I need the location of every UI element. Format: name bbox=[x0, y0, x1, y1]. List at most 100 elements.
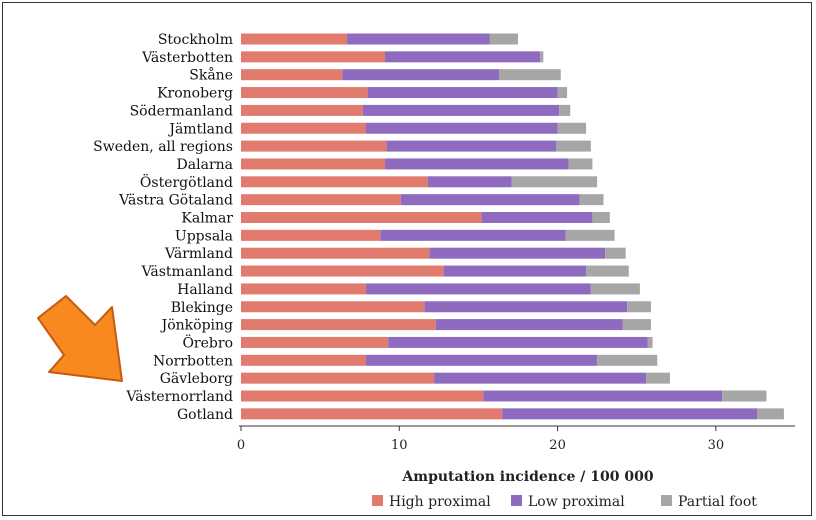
bar-stockholm-high-proximal bbox=[241, 33, 348, 45]
bar-varmland-high-proximal bbox=[241, 247, 430, 259]
category-label-sodermanland: Södermanland bbox=[130, 103, 233, 119]
bar-jamtland-high-proximal bbox=[241, 122, 367, 134]
bar-gavleborg-high-proximal bbox=[241, 372, 435, 384]
bar-vastmanland-high-proximal bbox=[241, 265, 444, 277]
bar-blekinge-high-proximal bbox=[241, 301, 425, 313]
bar-sodermanland-high-proximal bbox=[241, 104, 363, 116]
category-label-jamtland: Jämtland bbox=[167, 121, 233, 137]
bar-halland-low-proximal bbox=[366, 283, 591, 295]
bar-vastra-gotaland-high-proximal bbox=[241, 194, 401, 206]
bar-ostergotland-partial-foot bbox=[511, 176, 598, 188]
bar-jamtland-partial-foot bbox=[557, 122, 587, 134]
bar-blekinge-partial-foot bbox=[627, 301, 651, 313]
bar-varmland-partial-foot bbox=[605, 247, 626, 259]
bar-orebro-low-proximal bbox=[388, 336, 648, 348]
legend-swatch-high-proximal bbox=[372, 495, 383, 506]
legend-label-high-proximal: High proximal bbox=[389, 494, 491, 510]
bar-uppsala-partial-foot bbox=[565, 229, 615, 241]
bar-uppsala-high-proximal bbox=[241, 229, 381, 241]
category-label-kalmar: Kalmar bbox=[181, 211, 233, 227]
bar-kalmar-partial-foot bbox=[592, 212, 610, 223]
legend-swatch-low-proximal bbox=[511, 495, 522, 506]
bar-vastmanland-low-proximal bbox=[443, 265, 587, 277]
bar-norrbotten-low-proximal bbox=[366, 354, 598, 366]
category-label-vasternorrland: Västernorrland bbox=[125, 389, 233, 405]
category-label-gotland: Gotland bbox=[177, 407, 233, 423]
bar-orebro-high-proximal bbox=[241, 336, 389, 348]
legend: High proximal Low proximal Partial foot bbox=[372, 494, 757, 510]
category-label-skane: Skåne bbox=[189, 67, 233, 84]
category-label-orebro: Örebro bbox=[182, 333, 233, 351]
bar-uppsala-low-proximal bbox=[380, 229, 566, 241]
category-label-vasterbotten: Västerbotten bbox=[141, 50, 233, 66]
category-label-norrbotten: Norrbotten bbox=[153, 353, 233, 369]
bar-kronoberg-high-proximal bbox=[241, 87, 368, 99]
bar-jonkoping-partial-foot bbox=[622, 319, 651, 331]
category-label-dalarna: Dalarna bbox=[177, 157, 233, 173]
x-axis: 0 10 20 30 bbox=[237, 425, 795, 453]
bar-gotland-high-proximal bbox=[241, 408, 503, 420]
bar-vastra-gotaland-partial-foot bbox=[579, 194, 604, 206]
bar-sweden-all-regions-partial-foot bbox=[555, 140, 591, 152]
category-label-gavleborg: Gävleborg bbox=[160, 371, 233, 387]
category-label-halland: Halland bbox=[177, 282, 233, 298]
bar-orebro-partial-foot bbox=[647, 336, 653, 348]
bar-gotland-low-proximal bbox=[502, 408, 758, 420]
bar-sodermanland-partial-foot bbox=[559, 104, 571, 116]
bar-stockholm-low-proximal bbox=[347, 33, 490, 45]
bar-skane-high-proximal bbox=[241, 69, 343, 81]
bar-dalarna-low-proximal bbox=[385, 158, 569, 170]
bar-sodermanland-low-proximal bbox=[362, 104, 560, 116]
legend-label-low-proximal: Low proximal bbox=[528, 494, 625, 510]
bar-jonkoping-high-proximal bbox=[241, 319, 436, 331]
category-label-blekinge: Blekinge bbox=[171, 300, 233, 316]
bar-jamtland-low-proximal bbox=[366, 122, 558, 134]
bar-sweden-all-regions-low-proximal bbox=[386, 140, 556, 152]
bar-vasterbotten-high-proximal bbox=[241, 51, 386, 63]
legend-swatch-partial-foot bbox=[661, 495, 672, 506]
bar-halland-partial-foot bbox=[590, 283, 640, 295]
bar-jonkoping-low-proximal bbox=[435, 319, 623, 331]
category-label-ostergotland: Östergötland bbox=[140, 173, 233, 191]
bar-norrbotten-high-proximal bbox=[241, 354, 367, 366]
category-label-sweden-all-regions: Sweden, all regions bbox=[93, 139, 233, 155]
bar-dalarna-partial-foot bbox=[568, 158, 593, 170]
legend-label-partial-foot: Partial foot bbox=[678, 494, 757, 510]
orange-arrow-icon bbox=[37, 295, 123, 382]
bar-varmland-low-proximal bbox=[429, 247, 606, 259]
category-label-varmland: Värmland bbox=[164, 246, 233, 262]
x-tick-label-30: 30 bbox=[708, 438, 725, 453]
bar-vastmanland-partial-foot bbox=[586, 265, 629, 277]
bar-vasternorrland-low-proximal bbox=[483, 390, 723, 402]
x-tick-label-20: 20 bbox=[549, 438, 566, 453]
category-label-stockholm: Stockholm bbox=[158, 32, 233, 48]
bar-kalmar-high-proximal bbox=[241, 212, 482, 223]
category-label-uppsala: Uppsala bbox=[175, 228, 233, 244]
bars-group bbox=[241, 33, 784, 420]
bar-gavleborg-low-proximal bbox=[434, 372, 647, 384]
bar-gavleborg-partial-foot bbox=[646, 372, 670, 384]
category-label-vastra-gotaland: Västra Götaland bbox=[118, 193, 233, 209]
bar-sweden-all-regions-high-proximal bbox=[241, 140, 387, 152]
bar-vasterbotten-low-proximal bbox=[385, 51, 541, 63]
x-tick-label-0: 0 bbox=[237, 438, 245, 453]
category-label-vastmanland: Västmanland bbox=[141, 264, 233, 280]
bar-vasternorrland-partial-foot bbox=[722, 390, 767, 402]
bar-kronoberg-partial-foot bbox=[557, 87, 568, 99]
bar-vasternorrland-high-proximal bbox=[241, 390, 484, 402]
bar-ostergotland-low-proximal bbox=[427, 176, 512, 188]
bar-halland-high-proximal bbox=[241, 283, 367, 295]
bar-kronoberg-low-proximal bbox=[367, 87, 558, 99]
bar-vasterbotten-partial-foot bbox=[540, 51, 544, 63]
x-tick-label-10: 10 bbox=[391, 438, 408, 453]
bar-skane-low-proximal bbox=[342, 69, 500, 81]
bar-vastra-gotaland-low-proximal bbox=[400, 194, 580, 206]
bar-ostergotland-high-proximal bbox=[241, 176, 428, 188]
bar-dalarna-high-proximal bbox=[241, 158, 386, 170]
bar-gotland-partial-foot bbox=[757, 408, 784, 420]
bar-skane-partial-foot bbox=[499, 69, 561, 81]
bar-blekinge-low-proximal bbox=[424, 301, 628, 313]
bar-kalmar-low-proximal bbox=[481, 212, 593, 223]
